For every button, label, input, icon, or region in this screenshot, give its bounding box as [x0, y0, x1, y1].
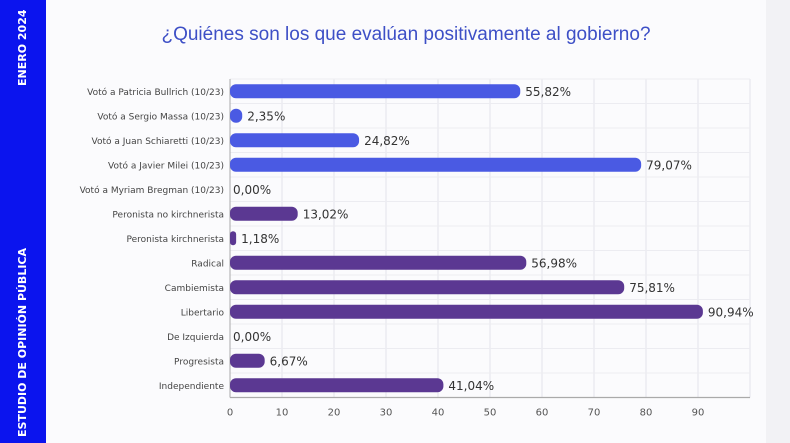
category-label: Votó a Myriam Bregman (10/23)	[80, 185, 224, 196]
bar	[230, 84, 521, 99]
data-label: 90,94%	[708, 305, 754, 319]
category-label: Votó a Sergio Massa (10/23)	[97, 111, 224, 122]
sidebar: ENERO 2024 ESTUDIO DE OPINIÓN PÚBLICA	[0, 0, 46, 443]
data-label: 24,82%	[364, 134, 410, 148]
bar	[230, 231, 237, 246]
category-label: Cambiemista	[165, 284, 224, 294]
x-tick-label: 50	[484, 408, 497, 419]
data-label: 0,00%	[233, 330, 271, 344]
bar	[230, 133, 360, 148]
bar	[230, 255, 527, 270]
chart-title: ¿Quiénes son los que evalúan positivamen…	[161, 24, 651, 45]
category-label: Votó a Juan Schiaretti (10/23)	[92, 136, 224, 147]
x-tick-label: 70	[588, 408, 601, 419]
category-label: De Izquierda	[167, 333, 224, 343]
bar	[230, 378, 444, 393]
category-label: Peronista kirchnerista	[127, 235, 225, 245]
x-tick-label: 10	[276, 408, 289, 419]
x-tick-label: 20	[328, 408, 341, 419]
bar	[230, 157, 642, 172]
data-label: 2,35%	[247, 109, 285, 123]
x-tick-label: 60	[536, 408, 549, 419]
data-label: 0,00%	[233, 183, 271, 197]
x-tick-label: 40	[432, 408, 445, 419]
data-label: 1,18%	[241, 232, 279, 246]
category-label: Progresista	[174, 357, 224, 367]
category-label: Votó a Patricia Bullrich (10/23)	[87, 87, 224, 98]
category-label: Libertario	[181, 308, 225, 318]
data-label: 41,04%	[448, 379, 494, 393]
category-label: Radical	[191, 259, 224, 269]
data-label: 79,07%	[646, 158, 692, 172]
data-label: 55,82%	[525, 85, 571, 99]
data-label: 13,02%	[303, 207, 349, 221]
x-tick-label: 90	[692, 408, 705, 419]
x-tick-label: 80	[640, 408, 653, 419]
data-label: 6,67%	[270, 354, 308, 368]
bar	[230, 304, 703, 319]
x-tick-label: 30	[380, 408, 393, 419]
category-label: Votó a Javier Milei (10/23)	[108, 160, 224, 171]
bar	[230, 280, 625, 295]
bar	[230, 353, 265, 368]
bar	[230, 206, 298, 221]
bar	[230, 108, 243, 123]
category-label: Independiente	[159, 382, 225, 392]
x-tick-label: 0	[227, 408, 233, 419]
data-label: 75,81%	[629, 281, 675, 295]
data-label: 56,98%	[531, 256, 577, 270]
category-label: Peronista no kirchnerista	[112, 210, 224, 220]
